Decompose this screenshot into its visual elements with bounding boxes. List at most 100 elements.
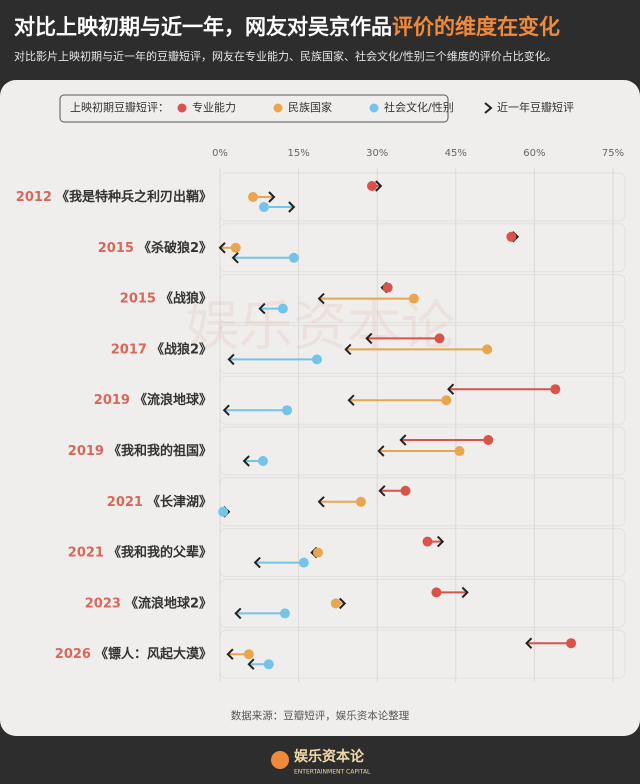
year: 2015 [98, 240, 134, 255]
film-title: 《我和我的祖国》 [108, 443, 212, 459]
legend-title: 上映初期豆瓣短评： [70, 100, 169, 114]
x-tick-label: 75% [602, 148, 624, 159]
recent-arrow [447, 383, 455, 395]
legend-dot [369, 103, 379, 113]
subtitle: 对比影片上映初期与近一年的豆瓣短评，网友在专业能力、民族国家、社会文化/性别三个… [14, 49, 557, 63]
film-title: 《我是特种兵之利刃出鞘》 [56, 189, 212, 205]
initial-dot [263, 659, 274, 670]
title-main: 对比上映初期与近一年，网友对吴京作品 [14, 15, 392, 39]
category-label: 2021 《我和我的父辈》 [68, 544, 212, 560]
initial-dot [366, 181, 377, 191]
recent-arrow [242, 455, 250, 467]
year: 2023 [85, 596, 121, 611]
initial-dot [441, 395, 452, 406]
category-label: 2012 《我是特种兵之利刃出鞘》 [16, 189, 212, 205]
recent-arrow [461, 586, 469, 599]
year: 2021 [68, 545, 104, 560]
year: 2021 [107, 494, 143, 509]
year: 2012 [16, 190, 52, 205]
recent-arrow [525, 637, 533, 649]
title-highlight: 评价的维度在变化 [392, 15, 560, 39]
initial-dot [408, 293, 419, 304]
x-tick-label: 45% [445, 148, 467, 159]
recent-arrow [226, 648, 234, 660]
initial-dot [288, 252, 299, 263]
initial-dot [277, 303, 288, 314]
recent-arrow [231, 252, 239, 264]
category-label: 2026 《镖人：风起大漠》 [55, 646, 212, 662]
year: 2017 [111, 342, 147, 357]
initial-dot [482, 344, 493, 355]
source: 数据来源：豆瓣短评，娱乐资本论整理 [231, 709, 410, 722]
recent-arrow [365, 332, 373, 345]
category-label: 2017 《战狼2》 [111, 341, 212, 357]
category-label: 2015 《战狼》 [120, 290, 212, 306]
film-title: 《流浪地球2》 [125, 595, 212, 611]
recent-arrow [247, 658, 255, 670]
initial-dot [243, 649, 254, 660]
legend-label: 专业能力 [192, 100, 236, 114]
category-label: 2019 《我和我的祖国》 [68, 443, 212, 459]
chart-title: 对比上映初期与近一年，网友对吴京作品评价的维度在变化 [14, 15, 560, 39]
initial-dot [355, 496, 366, 507]
recent-arrow [222, 404, 230, 416]
legend-label: 社会文化/性别 [384, 100, 454, 114]
film-title: 《我和我的父辈》 [108, 544, 212, 560]
initial-dot [330, 598, 341, 609]
initial-dot [248, 192, 259, 202]
recent-arrow [218, 242, 226, 254]
year: 2026 [55, 647, 91, 662]
initial-dot [422, 536, 433, 547]
logo-sub: ENTERTAINMENT CAPITAL [294, 769, 371, 776]
initial-dot [431, 587, 442, 598]
year: 2019 [68, 444, 104, 459]
initial-dot [257, 456, 268, 466]
category-label: 2015 《杀破狼2》 [98, 239, 212, 255]
x-tick-label: 15% [287, 148, 309, 159]
recent-arrow [399, 434, 407, 446]
initial-dot [382, 282, 393, 293]
category-label: 2021 《长津湖》 [107, 493, 212, 509]
recent-arrow [258, 302, 266, 315]
initial-dot [506, 231, 517, 242]
recent-arrow [288, 201, 296, 213]
legend-arrow [484, 102, 493, 114]
initial-dot [311, 354, 322, 365]
recent-arrow [436, 535, 445, 548]
recent-arrow [347, 394, 355, 406]
recent-arrow [234, 607, 242, 620]
initial-dot [483, 435, 494, 445]
initial-dot [279, 608, 290, 619]
film-title: 《长津湖》 [147, 493, 212, 509]
recent-arrow [253, 556, 261, 569]
year: 2019 [94, 393, 130, 408]
logo: 娱乐资本论 [294, 748, 365, 765]
initial-dot [566, 638, 577, 649]
initial-dot [282, 405, 293, 416]
initial-dot [550, 384, 561, 395]
watermark: 娱乐资本论 [185, 295, 455, 358]
recent-arrow [268, 191, 276, 203]
recent-arrow [378, 485, 386, 497]
recent-arrow [375, 180, 383, 192]
recent-arrow [227, 353, 235, 366]
initial-dot [230, 242, 241, 253]
initial-dot [454, 446, 465, 456]
initial-dot [434, 333, 445, 344]
film-title: 《镖人：风起大漠》 [95, 646, 212, 662]
initial-dot [312, 547, 323, 558]
recent-arrow [317, 292, 325, 305]
x-tick-label: 60% [523, 148, 545, 159]
recent-arrow [344, 343, 352, 356]
category-label: 2023 《流浪地球2》 [85, 595, 212, 611]
category-label: 2019 《流浪地球》 [94, 392, 212, 408]
recent-arrow [339, 597, 347, 610]
x-tick-label: 30% [366, 148, 388, 159]
legend-dot [273, 103, 283, 113]
x-tick-label: 0% [212, 148, 228, 159]
legend-box [59, 94, 449, 123]
film-title: 《战狼》 [160, 290, 212, 306]
year: 2015 [120, 291, 156, 306]
legend-dot [177, 103, 187, 113]
